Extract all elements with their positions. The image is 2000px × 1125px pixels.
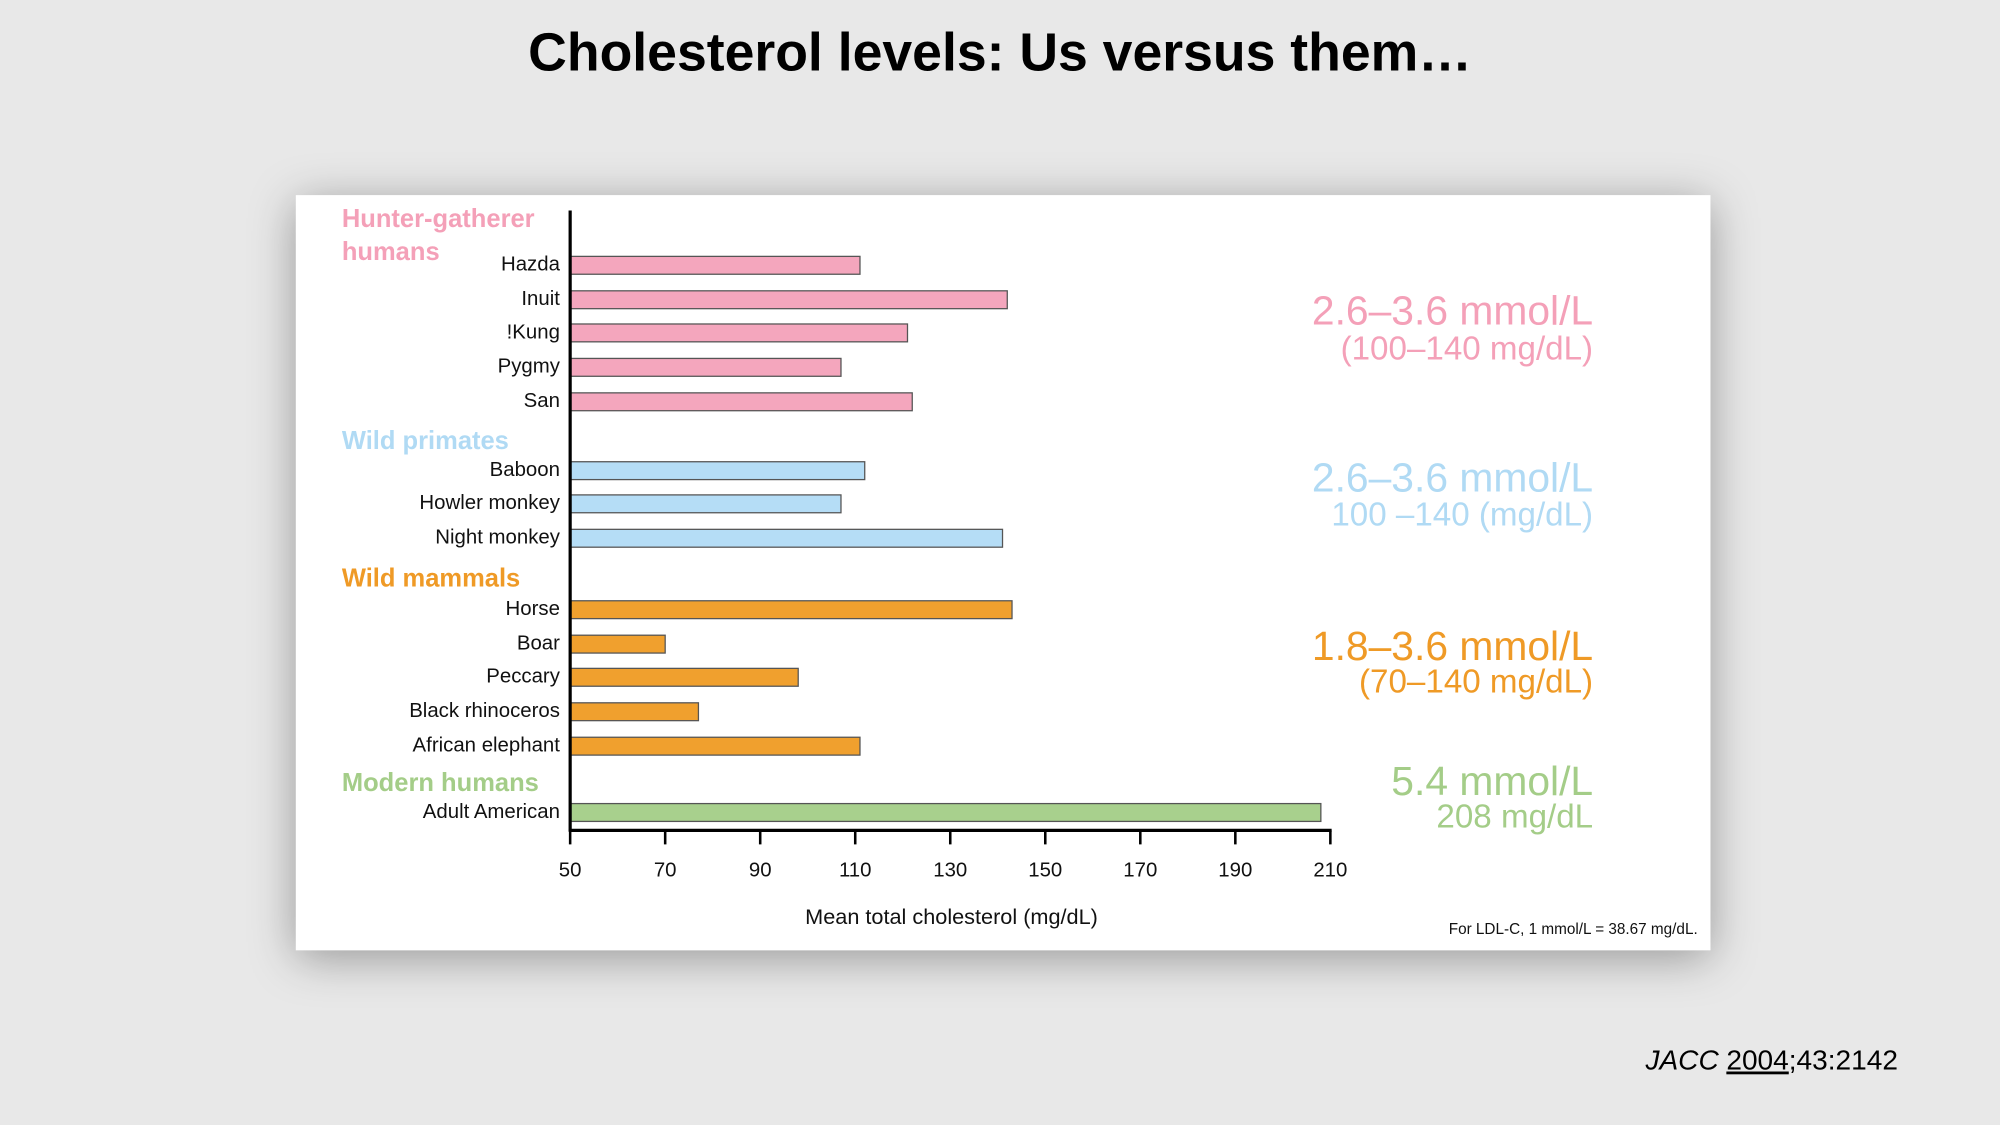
category-label: Baboon <box>490 459 560 481</box>
annotation-secondary: (100–140 mg/dL) <box>1341 331 1594 368</box>
group-label-box: Modern humans <box>341 769 539 798</box>
bar <box>569 528 1004 548</box>
category-label: Boar <box>517 633 560 655</box>
x-tick-label: 210 <box>1313 860 1347 882</box>
group-label: Wild primates <box>341 427 509 456</box>
slide-title: Cholesterol levels: Us versus them… <box>528 23 1472 82</box>
annotation-secondary: 208 mg/dL <box>1436 799 1593 836</box>
annotation-primary: 5.4 mmol/L <box>1391 758 1593 804</box>
category-label: Black rhinoceros <box>409 700 560 722</box>
x-tick-label: 70 <box>654 860 677 882</box>
bar <box>569 461 866 481</box>
annotation-primary: 1.8–3.6 mmol/L <box>1312 623 1593 669</box>
x-tick-label: 130 <box>933 860 967 882</box>
category-label: Howler monkey <box>419 492 560 514</box>
bar <box>569 667 799 687</box>
annotation-primary: 2.6–3.6 mmol/L <box>1312 455 1593 501</box>
group-label-box: Wild primates <box>341 427 509 456</box>
annotation-secondary: (70–140 mg/dL) <box>1359 663 1593 700</box>
category-label: Inuit <box>521 288 560 310</box>
citation-year: 2004 <box>1726 1045 1788 1076</box>
footnote: For LDL-C, 1 mmol/L = 38.67 mg/dL. <box>1449 921 1698 938</box>
annotation-secondary: 100 –140 (mg/dL) <box>1331 496 1593 533</box>
category-label: !Kung <box>507 321 560 343</box>
category-label: Hazda <box>501 254 561 276</box>
x-tick-label: 170 <box>1123 860 1157 882</box>
group-label-box: Hunter-gatherer humans <box>341 205 535 267</box>
x-tick-label: 150 <box>1028 860 1062 882</box>
bar <box>569 323 909 343</box>
bar <box>569 634 666 654</box>
category-label: Pygmy <box>498 356 561 378</box>
category-label: Night monkey <box>435 527 560 549</box>
group-label: Wild mammals <box>341 565 521 594</box>
bar <box>569 702 700 722</box>
group-label-box: Wild mammals <box>341 565 521 594</box>
citation: JACC 2004;43:2142 <box>1644 1045 1897 1076</box>
annotation-primary: 2.6–3.6 mmol/L <box>1312 288 1593 334</box>
category-label: San <box>524 390 560 412</box>
bar <box>569 736 861 756</box>
x-tick-label: 50 <box>559 860 582 882</box>
bar <box>569 290 1008 310</box>
group-label: Hunter-gatherer humans <box>341 205 535 267</box>
chart: Hunter-gatherer humans Hazda Inuit !Kung Pyg… <box>341 205 1594 882</box>
x-tick-label: 90 <box>749 860 772 882</box>
category-label: African elephant <box>413 735 561 757</box>
category-label: Adult American <box>423 801 560 823</box>
x-axis-label: Mean total cholesterol (mg/dL) <box>805 904 1098 929</box>
citation-rest: ;43:2142 <box>1789 1045 1898 1076</box>
bar <box>569 392 913 412</box>
bar <box>569 255 861 275</box>
group-label: Modern humans <box>341 769 539 798</box>
x-tick-label: 110 <box>839 860 872 882</box>
category-label: Peccary <box>486 666 560 688</box>
chart-panel <box>295 195 1711 951</box>
category-label: Horse <box>506 598 560 620</box>
bar <box>569 802 1322 823</box>
citation-journal: JACC <box>1644 1045 1719 1076</box>
bar <box>569 600 1013 620</box>
bar <box>569 494 842 514</box>
x-tick-label: 190 <box>1218 860 1252 882</box>
bar <box>569 357 842 377</box>
